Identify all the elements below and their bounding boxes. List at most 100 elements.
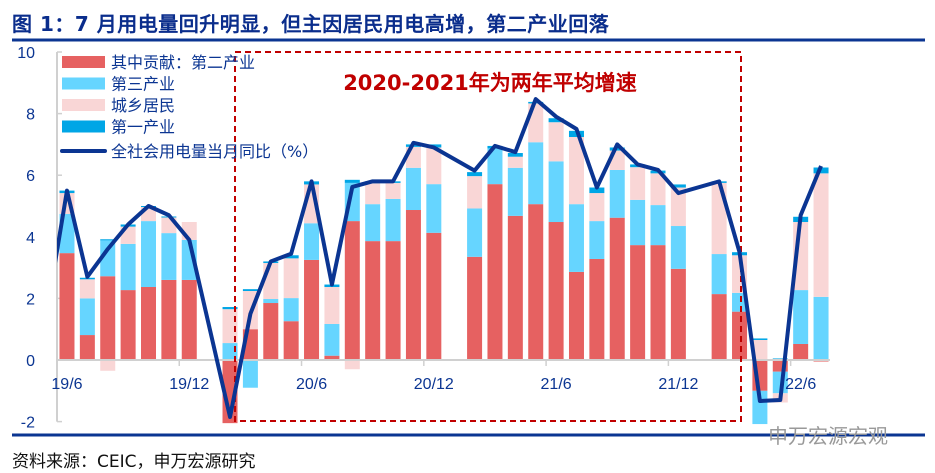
bar-residential-20-2: [222, 309, 238, 344]
y-tick-label: 10: [17, 45, 35, 62]
y-tick-label: 2: [26, 291, 35, 308]
bar-primary-21-8: [589, 187, 605, 194]
total-line-group: [57, 97, 823, 419]
bar-secondary-22-5: [772, 360, 788, 372]
legend-label-secondary: 其中贡献：第二产业: [111, 53, 255, 72]
bar-residential-19-7: [79, 279, 95, 299]
annotation: 2020-2021年为两年平均增速: [343, 71, 637, 95]
bar-secondary-19-8: [100, 276, 116, 360]
bar-secondary-22-3: [732, 311, 748, 360]
bar-secondary-19-12: [181, 279, 197, 360]
bar-tertiary-19-10: [141, 221, 156, 288]
x-axis: 19/6 19/12 20/6 20/12 21/6 21/12 22/6: [51, 359, 830, 393]
bar-tertiary-21-10: [630, 199, 646, 246]
bar-secondary-19-7: [79, 335, 95, 360]
bar-residential-20-4: [263, 262, 279, 300]
bar-primary-21-12: [670, 184, 686, 188]
bar-secondary-21-6: [548, 222, 564, 360]
x-tick-label: 22/6: [785, 376, 816, 393]
legend-label-primary: 第一产业: [111, 118, 175, 137]
bar-tertiary-20-11: [405, 167, 421, 211]
legend-swatch-residential: [62, 99, 105, 111]
bar-tertiary-20-6: [304, 223, 320, 260]
bar-secondary-20-9: [365, 241, 381, 360]
bar-residential-19-8: [100, 360, 116, 371]
y-tick-label: -2: [21, 415, 35, 432]
legend-label-tertiary: 第三产业: [111, 75, 175, 94]
bar-residential-21-2: [467, 176, 483, 209]
bar-secondary-20-11: [405, 210, 421, 360]
bar-primary-20-2: [222, 307, 238, 310]
bar-tertiary-20-10: [385, 198, 401, 242]
bar-tertiary-21-4: [507, 167, 523, 216]
bar-secondary-19-9: [120, 290, 136, 360]
bar-tertiary-22-7: [813, 296, 829, 360]
bar-residential-21-8: [589, 193, 605, 222]
bar-residential-21-7: [568, 137, 584, 205]
bar-primary-20-8: [344, 179, 360, 183]
bar-tertiary-21-8: [589, 221, 605, 259]
bar-residential-22-7: [813, 173, 829, 297]
bar-primary-21-2: [467, 172, 483, 177]
bar-tertiary-21-11: [650, 205, 666, 246]
bar-tertiary-20-7: [324, 323, 340, 356]
watermark: 申万宏源宏观: [768, 424, 888, 448]
bar-secondary-19-10: [141, 287, 156, 360]
bar-secondary-20-4: [263, 303, 279, 360]
average-growth-box: [234, 51, 742, 422]
bar-secondary-19-11: [161, 279, 177, 360]
y-tick-label: 6: [26, 168, 35, 185]
x-tick-label: 21/6: [541, 376, 572, 393]
total-consumption-line: [57, 97, 823, 419]
source-note: 资料来源：CEIC，申万宏源研究: [12, 452, 256, 472]
bar-residential-21-4: [507, 156, 523, 168]
bar-primary-20-3: [242, 289, 258, 292]
bar-tertiary-20-3: [242, 360, 258, 388]
bar-residential-21-6: [548, 122, 564, 162]
bar-secondary-20-8: [344, 221, 360, 360]
bar-tertiary-21-3: [487, 148, 503, 185]
bar-tertiary-19-7: [79, 298, 95, 336]
bar-secondary-21-12: [670, 268, 686, 360]
bar-tertiary-21-12: [670, 226, 686, 269]
bar-residential-21-10: [630, 167, 646, 200]
x-tick-label: 21/12: [658, 376, 698, 393]
bars: [59, 101, 829, 425]
bar-tertiary-22-3: [732, 292, 748, 312]
bar-tertiary-20-4: [263, 299, 279, 304]
bar-primary-21-4: [507, 153, 523, 157]
bar-tertiary-20-9: [365, 204, 381, 242]
y-axis: -2 0 2 4 6 8 10: [17, 45, 62, 432]
bar-secondary-20-12: [426, 232, 442, 360]
bar-tertiary-20-12: [426, 184, 442, 233]
bar-tertiary-19-9: [120, 243, 136, 291]
bar-primary-20-5: [283, 255, 299, 259]
bar-secondary-21-8: [589, 258, 605, 360]
figure-title: 图 1：7 月用电量回升明显，但主因居民用电高增，第二产业回落: [12, 12, 610, 36]
x-tick-label: 19/12: [169, 376, 209, 393]
bar-residential-20-8: [344, 360, 360, 370]
bar-secondary-22-6: [793, 343, 809, 360]
bar-secondary-20-10: [385, 241, 401, 360]
bar-secondary-22-2: [711, 294, 727, 360]
bar-residential-20-5: [283, 258, 299, 299]
bar-residential-20-10: [385, 182, 401, 199]
bar-residential-21-12: [670, 187, 686, 227]
y-tick-label: 8: [26, 107, 35, 124]
bar-secondary-20-6: [304, 259, 320, 360]
bar-tertiary-21-2: [467, 208, 483, 257]
bar-primary-19-8: [100, 239, 116, 241]
bar-residential-21-11: [650, 173, 666, 206]
bar-secondary-20-7: [324, 355, 340, 360]
legend-swatch-tertiary: [62, 77, 105, 90]
bar-secondary-21-5: [528, 204, 544, 360]
bar-residential-20-12: [426, 147, 442, 185]
bar-tertiary-21-5: [528, 142, 544, 205]
bar-tertiary-21-6: [548, 161, 564, 223]
legend-swatch-primary: [62, 120, 105, 133]
bar-secondary-21-7: [568, 271, 584, 360]
y-tick-label: 4: [26, 230, 35, 247]
y-tick-label: 0: [26, 353, 35, 370]
bar-tertiary-21-7: [568, 204, 584, 272]
bar-residential-20-9: [365, 183, 381, 205]
